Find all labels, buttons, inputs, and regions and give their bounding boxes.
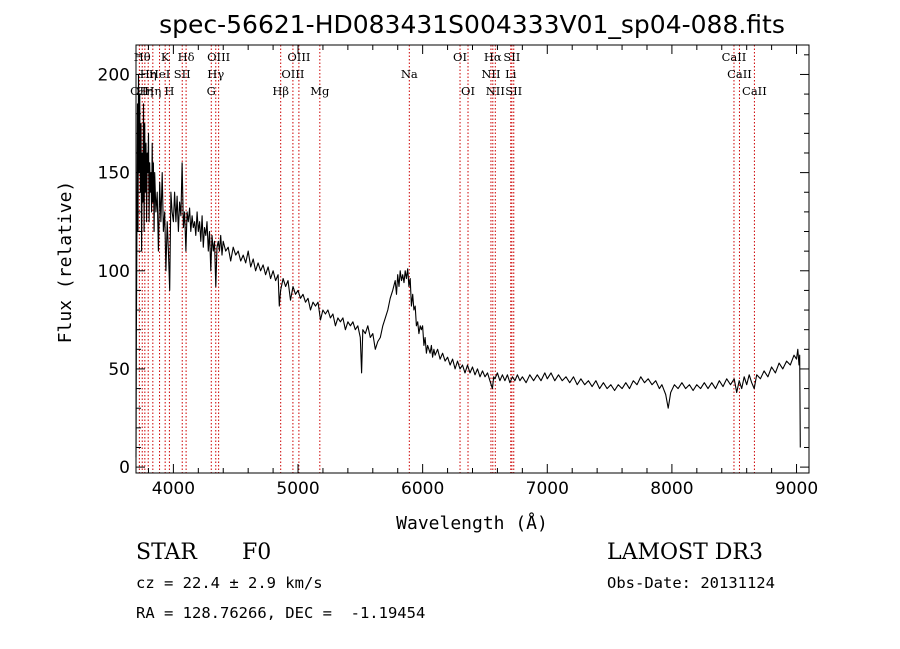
- x-axis-label: Wavelength (Å): [396, 512, 548, 534]
- line-marker-label-15: OIII: [287, 50, 310, 64]
- spectrum-chart: 4000 5000 6000 7000 8000 9000050100150200OIIH…: [55, 10, 818, 534]
- line-marker-label-19: OI: [461, 84, 475, 98]
- spectrum-series-0: [135, 73, 801, 458]
- y-tick-label-2: 100: [98, 262, 130, 282]
- line-marker-label-23: Li: [505, 67, 517, 81]
- plot-frame: [135, 44, 810, 474]
- line-marker-label-6: K: [161, 50, 170, 64]
- y-tick-label-3: 150: [98, 164, 130, 184]
- line-marker-label-14: OIII: [281, 67, 304, 81]
- line-marker-label-7: H: [164, 84, 174, 98]
- x-tick-label-2: 6000: [401, 479, 444, 499]
- line-marker-label-21: Hα: [484, 50, 502, 64]
- line-marker-label-5: HeI: [149, 67, 170, 81]
- y-tick-label-0: 0: [119, 458, 130, 478]
- x-tick-label-3: 7000: [526, 479, 569, 499]
- line-marker-label-0: OII: [130, 84, 149, 98]
- x-tick-label-1: 5000: [276, 479, 319, 499]
- line-marker-label-22: NII: [486, 84, 505, 98]
- line-marker-label-3: Hη: [140, 67, 157, 81]
- line-marker-label-25: SII: [505, 84, 522, 98]
- line-marker-label-20: NII: [481, 67, 500, 81]
- line-marker-label-13: Hβ: [272, 84, 289, 98]
- line-marker-label-10: G: [207, 84, 216, 98]
- line-marker-label-26: CaII: [722, 50, 747, 64]
- sky-coordinates: RA = 128.76266, DEC = -1.19454: [136, 604, 426, 622]
- survey-name: LAMOST DR3: [607, 540, 763, 565]
- line-marker-label-12: OIII: [207, 50, 230, 64]
- line-marker-label-24: SII: [503, 50, 520, 64]
- y-tick-label-4: 200: [98, 65, 130, 85]
- line-marker-label-17: Na: [401, 67, 418, 81]
- line-marker-label-27: CaII: [727, 67, 752, 81]
- x-tick-label-4: 8000: [650, 479, 693, 499]
- y-tick-label-1: 50: [108, 360, 130, 380]
- x-tick-label-5: 9000: [775, 479, 818, 499]
- line-marker-label-18: OI: [453, 50, 467, 64]
- line-marker-label-2: Hη: [136, 84, 153, 98]
- object-class: STAR: [136, 540, 197, 565]
- chart-title: spec-56621-HD083431S004333V01_sp04-088.f…: [159, 10, 785, 39]
- line-marker-label-11: Hγ: [207, 67, 224, 81]
- x-tick-label-0: 4000: [152, 479, 195, 499]
- observation-date: Obs-Date: 20131124: [607, 574, 775, 592]
- plot-area: 4000 5000 6000 7000 8000 9000050100150200OIIH…: [98, 44, 818, 499]
- line-marker-label-4: Hη: [144, 84, 161, 98]
- line-marker-label-8: SII: [174, 67, 191, 81]
- line-marker-label-28: CaII: [742, 84, 767, 98]
- line-marker-label-9: Hδ: [178, 50, 195, 64]
- line-marker-label-1: Hθ: [134, 50, 151, 64]
- spectral-subclass: F0: [242, 540, 272, 565]
- y-axis-label: Flux (relative): [55, 181, 76, 344]
- redshift-velocity: cz = 22.4 ± 2.9 km/s: [136, 574, 323, 592]
- line-marker-label-16: Mg: [310, 84, 330, 98]
